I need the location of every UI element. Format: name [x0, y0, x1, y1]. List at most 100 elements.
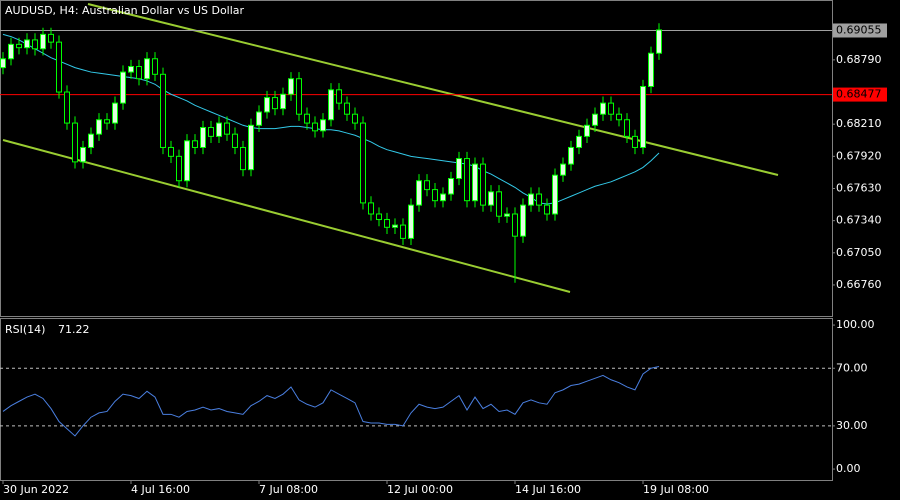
candle-body [56, 41, 62, 93]
candle-body [416, 180, 422, 206]
candle-body [448, 178, 454, 195]
candle-body [552, 174, 558, 215]
x-tick-label: 14 Jul 16:00 [515, 483, 581, 496]
candle-body [600, 102, 606, 115]
candle-body [16, 43, 22, 49]
candle-body [424, 180, 430, 191]
candle-body [40, 33, 46, 50]
rsi-tick-label: 100.00 [836, 318, 875, 331]
candle-body [584, 124, 590, 137]
candle-body [104, 119, 110, 124]
candle-body [24, 39, 30, 49]
rsi-title: RSI(14) [5, 323, 45, 336]
candle-body [152, 58, 158, 75]
rsi-current: 71.22 [58, 323, 90, 336]
candle-body [224, 122, 230, 135]
rsi-tick-label: 30.00 [836, 419, 868, 432]
candle-body [80, 146, 86, 163]
candle-body [568, 146, 574, 165]
candle-body [72, 122, 78, 163]
y-tick-label: 0.67050 [836, 246, 882, 259]
rsi-line [2, 366, 660, 437]
x-tick-label: 12 Jul 00:00 [387, 483, 453, 496]
y-tick-label: 0.68790 [836, 53, 882, 66]
candle-body [96, 119, 102, 135]
candle-body [168, 146, 174, 157]
level-line-label-box [833, 87, 887, 102]
y-tick-label: 0.68210 [836, 117, 882, 130]
candle-body [640, 85, 646, 148]
candle-body [240, 146, 246, 171]
candle-body [520, 204, 526, 237]
candle-body [296, 78, 302, 115]
candle-body [288, 78, 294, 95]
candle-body [256, 111, 262, 126]
candle-body [440, 193, 446, 202]
candle-body [48, 33, 54, 43]
candle-body [456, 158, 462, 180]
candle-body [32, 39, 38, 50]
candle-body [528, 193, 534, 206]
candle-body [560, 163, 566, 176]
candle-body [648, 52, 654, 87]
candle-body [504, 213, 510, 217]
candle-body [656, 29, 662, 54]
candle-body [368, 202, 374, 215]
moving-average [2, 33, 660, 205]
x-tick-label: 7 Jul 08:00 [259, 483, 318, 496]
candle-body [280, 93, 286, 110]
candle-body [248, 124, 254, 171]
candle-body [632, 135, 638, 148]
chart-title: AUDUSD, H4: Australian Dollar vs US Doll… [5, 4, 245, 17]
candle-body [608, 102, 614, 115]
x-tick-label: 19 Jul 08:00 [643, 483, 709, 496]
candle-body [184, 140, 190, 182]
candle-body [512, 213, 518, 237]
candle-body [160, 73, 166, 148]
candle-body [352, 113, 358, 124]
x-tick-label: 4 Jul 16:00 [131, 483, 190, 496]
y-tick-label: 0.67340 [836, 214, 882, 227]
candle-body [432, 189, 438, 202]
candle-body [408, 204, 414, 239]
candle-body [208, 127, 214, 137]
candle-body [536, 193, 542, 206]
y-tick-label: 0.67630 [836, 181, 882, 194]
candle-body [376, 213, 382, 221]
candle-body [64, 91, 70, 124]
candle-body [176, 155, 182, 182]
candle-body [232, 133, 238, 148]
y-tick-label: 0.66760 [836, 278, 882, 291]
price-line-label: 0.69055 [836, 23, 882, 36]
candle-body [480, 163, 486, 206]
candle-body [544, 204, 550, 215]
candle-body [400, 224, 406, 239]
candle-body [128, 66, 134, 73]
candle-body [496, 191, 502, 217]
level-line-label: 0.68477 [836, 88, 882, 101]
candle-body [392, 224, 398, 228]
x-tick-label: 30 Jun 2022 [3, 483, 69, 496]
main-panel-frame [0, 0, 833, 317]
candle-body [624, 119, 630, 137]
channel-line [2, 139, 571, 293]
channel-line [87, 3, 779, 176]
candle-body [616, 113, 622, 121]
candle-body [344, 102, 350, 115]
candle-body [384, 219, 390, 228]
candle-body [464, 158, 470, 202]
candle-body [120, 71, 126, 104]
candle-body [112, 102, 118, 124]
candle-body [216, 122, 222, 137]
candle-body [472, 163, 478, 202]
rsi-tick-label: 70.00 [836, 361, 868, 374]
price-line-label-box [833, 23, 887, 38]
candle-body [304, 113, 310, 124]
candle-body [0, 58, 6, 69]
candle-body [336, 89, 342, 104]
candle-body [576, 135, 582, 148]
candle-body [360, 122, 366, 204]
candle-body [88, 133, 94, 148]
